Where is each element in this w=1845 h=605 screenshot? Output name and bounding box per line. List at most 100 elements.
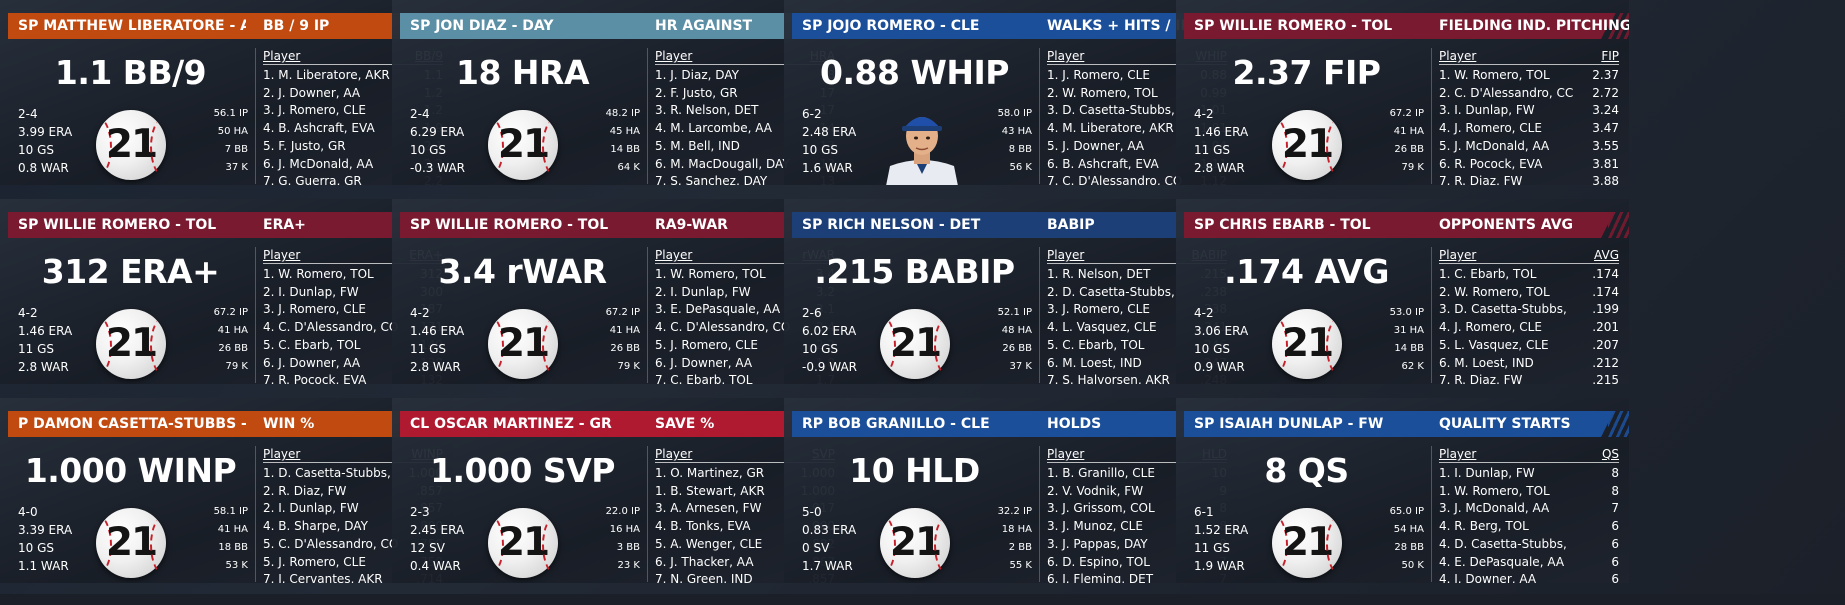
leaderboard-row[interactable]: 1. W. Romero, TOL 2.37 <box>1439 67 1619 85</box>
column-header-stat[interactable]: FIP <box>1601 49 1619 63</box>
leader-card[interactable]: SP WILLIE ROMERO - TOL RA9-WAR 3.4 rWAR 4-2… <box>392 199 845 384</box>
column-header-player[interactable]: Player <box>1439 248 1477 262</box>
leader-name: 6. M. Loest, IND <box>1439 355 1534 370</box>
leader-card[interactable]: SP CHRIS EBARB - TOL OPPONENTS AVG .174 AV… <box>1176 199 1629 384</box>
leader-name: 5. J. Downer, AA <box>1047 138 1145 153</box>
leader-card[interactable]: SP ISAIAH DUNLAP - FW QUALITY STARTS 8 QS 6… <box>1176 398 1629 583</box>
leader-name: 2. V. Vodnik, FW <box>1047 483 1144 498</box>
column-header-player[interactable]: Player <box>1047 447 1085 461</box>
column-header-player[interactable]: Player <box>263 447 301 461</box>
player-name[interactable]: SP WILLIE ROMERO - TOL <box>18 217 217 233</box>
column-header-player[interactable]: Player <box>263 248 301 262</box>
leaderboard-row[interactable]: 3. D. Casetta-Stubbs, .199 <box>1439 301 1619 319</box>
leader-card[interactable]: P DAMON CASETTA-STUBBS - AKR WIN % 1.000 W… <box>0 398 453 583</box>
leader-card[interactable]: SP WILLIE ROMERO - TOL FIELDING IND. PITC… <box>1176 0 1629 185</box>
column-header-stat[interactable]: QS <box>1601 447 1619 461</box>
column-header-player[interactable]: Player <box>655 49 693 63</box>
leader-name: 4. B. Sharpe, DAY <box>263 519 368 534</box>
player-name[interactable]: SP CHRIS EBARB - TOL <box>1194 217 1371 233</box>
stat-title: BABIP <box>1047 217 1095 233</box>
player-name[interactable]: RP BOB GRANILLO - CLE <box>802 416 990 432</box>
leader-card[interactable]: SP JON DIAZ - DAY HR AGAINST 18 HRA 2-4 6.29… <box>392 0 845 185</box>
leaderboard-row[interactable]: 3. J. McDonald, AA 7 <box>1439 500 1619 518</box>
card-header-bar <box>8 411 438 437</box>
leaderboard-row[interactable]: 1. I. Dunlap, FW 8 <box>1439 465 1619 483</box>
column-header-player[interactable]: Player <box>655 447 693 461</box>
leaderboard-row[interactable]: 4. J. Romero, CLE .201 <box>1439 319 1619 337</box>
leader-card[interactable]: SP JOJO ROMERO - CLE WALKS + HITS / IP 0.8… <box>784 0 1237 185</box>
stat-ip: 67.2 IP <box>213 307 248 318</box>
stat-ip: 67.2 IP <box>1389 108 1424 119</box>
stat-ha: 43 HA <box>1001 126 1032 137</box>
player-name[interactable]: SP WILLIE ROMERO - TOL <box>1194 18 1393 34</box>
player-name[interactable]: SP MATTHEW LIBERATORE - AKR <box>18 18 246 34</box>
player-name[interactable]: SP RICH NELSON - DET <box>802 217 981 233</box>
leaderboard-row[interactable]: 4. D. Casetta-Stubbs, 6 <box>1439 536 1619 554</box>
leaderboard-row[interactable]: 5. L. Vasquez, CLE .207 <box>1439 337 1619 355</box>
card-header-bar <box>400 212 830 238</box>
player-name[interactable]: SP JON DIAZ - DAY <box>410 18 554 34</box>
player-name[interactable]: CL OSCAR MARTINEZ - GR <box>410 416 612 432</box>
logo-number: 21 <box>889 321 942 366</box>
player-name[interactable]: SP ISAIAH DUNLAP - FW <box>1194 416 1384 432</box>
leader-card[interactable]: CL OSCAR MARTINEZ - GR SAVE % 1.000 SVP 2-3… <box>392 398 845 583</box>
leaderboard-row[interactable]: 7. R. Diaz, FW 3.88 <box>1439 173 1619 185</box>
stat-gs: 10 GS <box>802 342 838 356</box>
leader-card[interactable]: SP WILLIE ROMERO - TOL ERA+ 312 ERA+ 4-2 1.4… <box>0 199 453 384</box>
card-header-bar <box>792 411 1222 437</box>
leaderboard-row[interactable]: 1. C. Ebarb, TOL .174 <box>1439 266 1619 284</box>
leader-card[interactable]: RP BOB GRANILLO - CLE HOLDS 10 HLD 5-0 0.83 … <box>784 398 1237 583</box>
leader-name: 3. D. Casetta-Stubbs, <box>1047 103 1175 118</box>
leader-name: 2. D. Casetta-Stubbs, <box>1047 284 1175 299</box>
column-header-player[interactable]: Player <box>1047 248 1085 262</box>
leader-name: 2. I. Dunlap, FW <box>263 284 359 299</box>
player-name[interactable]: SP JOJO ROMERO - CLE <box>802 18 980 34</box>
leaderboard-row[interactable]: 2. C. D'Alessandro, CC 2.72 <box>1439 85 1619 103</box>
leaderboard-row[interactable]: 4. J. Downer, AA 6 <box>1439 571 1619 583</box>
leader-name: 6. B. Ashcraft, EVA <box>1047 156 1159 171</box>
leaderboard-row[interactable]: 5. J. McDonald, AA 3.55 <box>1439 138 1619 156</box>
leader-name: 7. S. Sanchez, DAY <box>655 174 768 185</box>
stat-era: 2.48 ERA <box>802 125 857 139</box>
leaderboard-row[interactable]: 7. R. Diaz, FW .215 <box>1439 372 1619 384</box>
player-name[interactable]: SP WILLIE ROMERO - TOL <box>410 217 609 233</box>
leader-card[interactable]: SP RICH NELSON - DET BABIP .215 BABIP 2-6 6.… <box>784 199 1237 384</box>
stat-gs: 10 GS <box>18 541 54 555</box>
leaderboard-row[interactable]: 6. M. Loest, IND .212 <box>1439 355 1619 373</box>
column-header-player[interactable]: Player <box>1439 49 1477 63</box>
baseball-logo-icon: 21 <box>96 110 166 180</box>
column-header-player[interactable]: Player <box>1047 49 1085 63</box>
column-header-player[interactable]: Player <box>1439 447 1477 461</box>
leader-value: 3.47 <box>1592 121 1619 136</box>
leader-name: 3. D. Casetta-Stubbs, <box>1439 302 1567 317</box>
stat-k: 79 K <box>1401 162 1424 173</box>
leaderboard-row[interactable]: 4. J. Romero, CLE 3.47 <box>1439 120 1619 138</box>
column-header-stat[interactable]: AVG <box>1594 248 1619 262</box>
stat-bb: 14 BB <box>610 144 640 155</box>
leaderboard-row[interactable]: 6. R. Pocock, EVA 3.81 <box>1439 156 1619 174</box>
leader-name: 6. J. Downer, AA <box>263 355 361 370</box>
header-stripes <box>1608 411 1629 437</box>
leaderboard-row[interactable]: 1. W. Romero, TOL 8 <box>1439 483 1619 501</box>
leaderboard-row[interactable]: 2. W. Romero, TOL .174 <box>1439 284 1619 302</box>
leader-name: 6. D. Espino, TOL <box>1047 554 1150 569</box>
stat-title: ERA+ <box>263 217 306 233</box>
leaderboard-row[interactable]: 3. I. Dunlap, FW 3.24 <box>1439 102 1619 120</box>
stat-bb: 26 BB <box>1002 343 1032 354</box>
column-header-player[interactable]: Player <box>263 49 301 63</box>
stat-ip: 32.2 IP <box>997 506 1032 517</box>
leaderboard-row[interactable]: 4. R. Berg, TOL 6 <box>1439 518 1619 536</box>
pitching-line: 67.2 IP 41 HA 26 BB 79 K <box>1364 105 1424 177</box>
stat-ip: 48.2 IP <box>605 108 640 119</box>
column-header-player[interactable]: Player <box>655 248 693 262</box>
leader-card[interactable]: SP MATTHEW LIBERATORE - AKR BB / 9 IP 1.1 … <box>0 0 453 185</box>
stat-title: HOLDS <box>1047 416 1102 432</box>
stat-gs: 10 GS <box>1194 342 1230 356</box>
stat-war: 0.8 WAR <box>18 161 69 175</box>
stat-bb: 3 BB <box>616 542 640 553</box>
leader-value: 8 <box>1611 466 1619 480</box>
leaderboard-row[interactable]: 4. E. DePasquale, AA 6 <box>1439 554 1619 572</box>
player-name[interactable]: P DAMON CASETTA-STUBBS - AKR <box>18 416 246 432</box>
leader-name: 4. J. Romero, CLE <box>1439 320 1542 335</box>
